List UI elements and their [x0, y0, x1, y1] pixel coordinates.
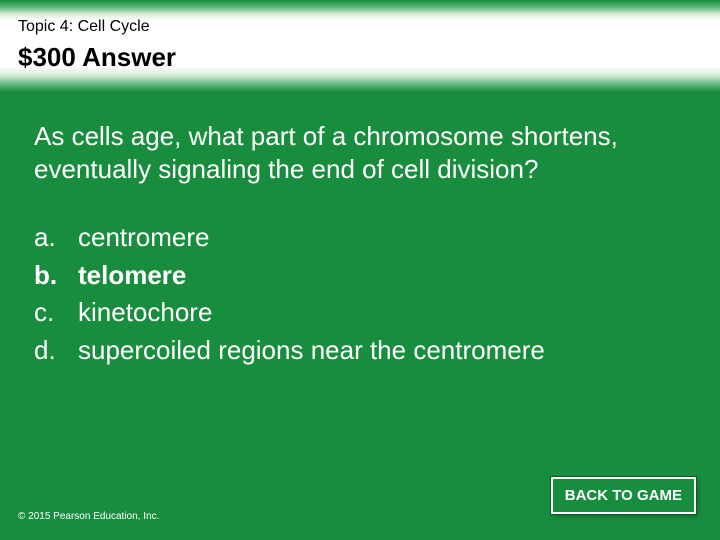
- option-text: kinetochore: [78, 294, 212, 332]
- header-band: Topic 4: Cell Cycle $300 Answer: [0, 0, 720, 92]
- option-letter: d.: [34, 332, 78, 370]
- option-text: centromere: [78, 219, 210, 257]
- answer-title: $300 Answer: [18, 42, 720, 73]
- option-letter: b.: [34, 257, 78, 295]
- options-list: a. centromere b. telomere c. kinetochore…: [34, 219, 692, 370]
- option-text: telomere: [78, 257, 186, 295]
- option-letter: c.: [34, 294, 78, 332]
- option-letter: a.: [34, 219, 78, 257]
- option-d: d. supercoiled regions near the centrome…: [34, 332, 692, 370]
- option-a: a. centromere: [34, 219, 692, 257]
- question-text: As cells age, what part of a chromosome …: [34, 120, 692, 185]
- option-b: b. telomere: [34, 257, 692, 295]
- copyright-text: © 2015 Pearson Education, Inc.: [18, 511, 159, 522]
- content-area: As cells age, what part of a chromosome …: [0, 92, 720, 370]
- topic-line: Topic 4: Cell Cycle: [18, 18, 720, 36]
- option-c: c. kinetochore: [34, 294, 692, 332]
- option-text: supercoiled regions near the centromere: [78, 332, 545, 370]
- back-to-game-button[interactable]: BACK TO GAME: [551, 477, 696, 514]
